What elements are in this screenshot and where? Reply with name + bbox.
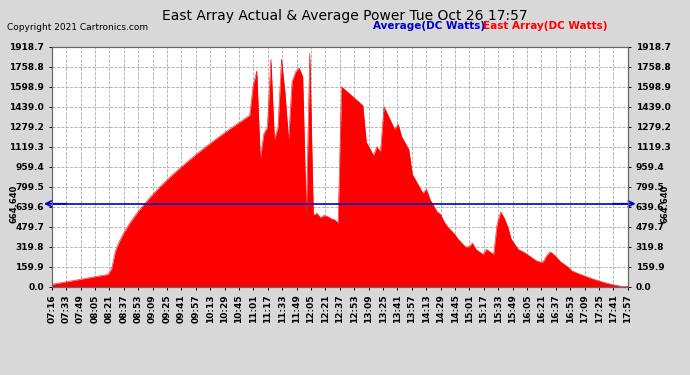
Text: 664.640: 664.640 (661, 184, 670, 223)
Text: Average(DC Watts): Average(DC Watts) (373, 21, 484, 31)
Text: 664.640: 664.640 (10, 184, 19, 223)
Text: Copyright 2021 Cartronics.com: Copyright 2021 Cartronics.com (7, 22, 148, 32)
Text: East Array Actual & Average Power Tue Oct 26 17:57: East Array Actual & Average Power Tue Oc… (162, 9, 528, 23)
Text: East Array(DC Watts): East Array(DC Watts) (483, 21, 607, 31)
